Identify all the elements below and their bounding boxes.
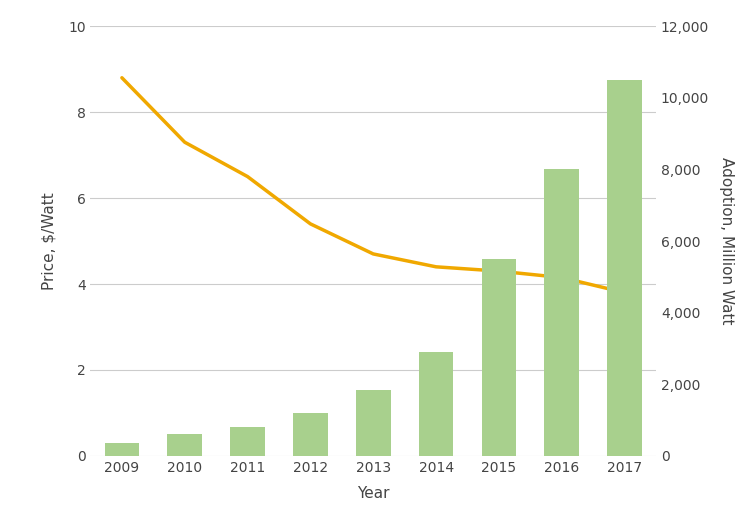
Bar <box>607 80 642 456</box>
X-axis label: Year: Year <box>357 486 390 501</box>
Bar <box>230 427 265 456</box>
Y-axis label: Adoption, Million Watt: Adoption, Million Watt <box>719 157 734 325</box>
Bar <box>356 390 391 456</box>
Bar <box>167 434 202 456</box>
Bar <box>544 169 579 456</box>
Bar <box>105 443 139 456</box>
Bar <box>293 413 328 456</box>
Y-axis label: Price, $/Watt: Price, $/Watt <box>42 192 57 290</box>
Bar <box>418 352 453 456</box>
Bar <box>482 259 516 456</box>
